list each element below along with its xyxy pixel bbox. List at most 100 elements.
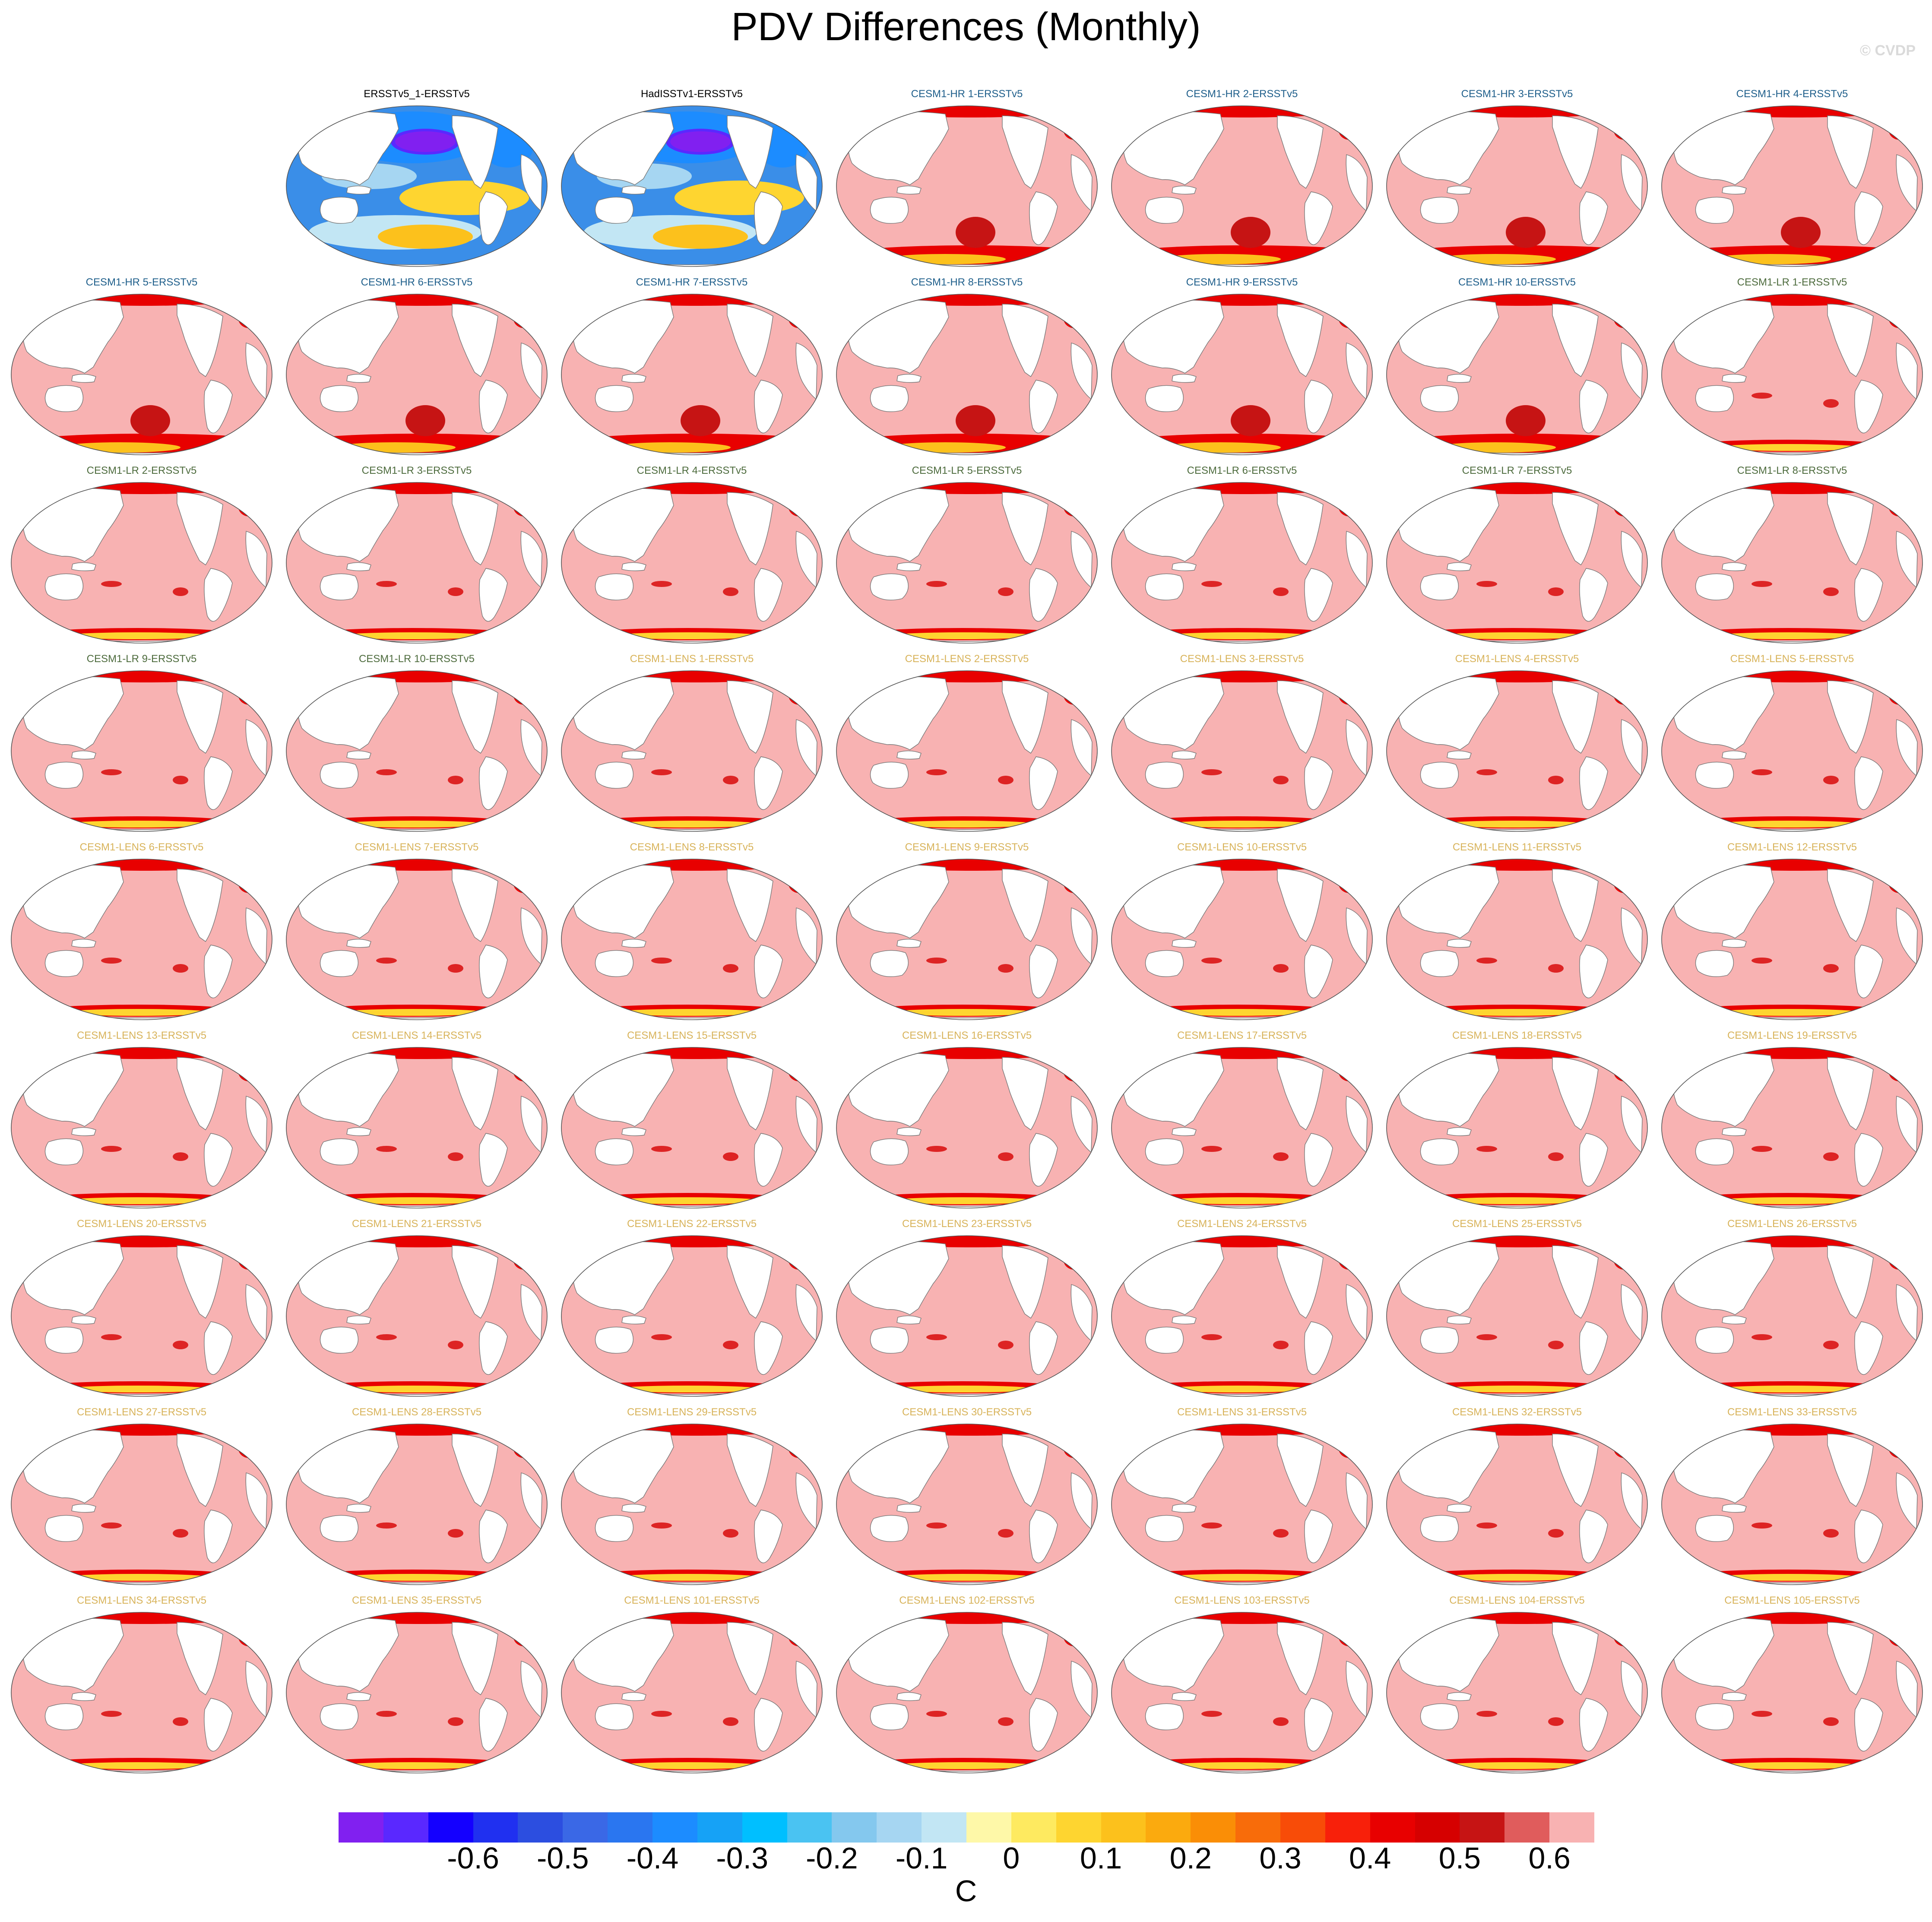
anomaly-region [614,1009,761,1016]
anomaly-region [173,964,188,973]
anomaly-region [1823,399,1839,408]
map-panel: CESM1-LENS 15-ERSSTv5 [558,1030,826,1211]
anomaly-region [1439,1197,1586,1204]
anomaly-region [101,1522,122,1529]
anomaly-region [794,1067,806,1077]
panel-title: CESM1-LENS 20-ERSSTv5 [76,1218,207,1230]
robinson-map [1661,294,1923,455]
anomaly-region [584,1424,808,1436]
anomaly-region [1548,1152,1564,1161]
robinson-map [1111,670,1373,832]
anomaly-region [173,1529,188,1538]
anomaly-region [1619,879,1631,889]
panel-title: CESM1-LR 8-ERSSTv5 [1737,465,1847,476]
landmass [870,1326,909,1354]
map-panel: CESM1-LENS 14-ERSSTv5 [283,1030,551,1211]
colorbar [339,1812,1595,1843]
landmass [754,1510,783,1564]
anomaly-region [339,1197,486,1204]
panel-title: CESM1-LR 2-ERSSTv5 [86,465,197,476]
ocean-field [1662,1047,1922,1208]
anomaly-region [1134,482,1359,494]
anomaly-region [101,581,122,587]
map-border [1111,1612,1373,1773]
anomaly-region [1069,1443,1081,1454]
colorbar-swatch [383,1812,429,1843]
anomaly-region [926,958,947,964]
landmass [1579,1698,1608,1752]
panel-title: CESM1-HR 9-ERSSTv5 [1186,276,1298,288]
colorbar-swatch [1101,1812,1146,1843]
map-border [1386,1424,1648,1585]
robinson-map [836,1424,1098,1585]
anomaly-region [173,587,188,596]
robinson-map [11,670,272,832]
landmass [346,939,371,948]
anomaly-region [376,958,397,964]
ocean-field [1387,671,1647,831]
anomaly-region [723,776,738,784]
landmass [870,573,909,601]
landmass [727,1434,773,1507]
landmass [1621,1472,1643,1530]
map-border [11,1235,272,1397]
map-border [561,1047,823,1208]
robinson-map [286,1047,548,1208]
anomaly-region [1684,106,1909,117]
landmass [795,1472,817,1530]
landmass [452,1057,498,1130]
anomaly-region [1273,964,1289,973]
ocean-field [286,1236,547,1396]
map-border [1386,1612,1648,1773]
anomaly-region [926,1522,947,1529]
landmass [1552,1622,1599,1695]
map-border [836,294,1098,455]
landmass [1896,154,1918,212]
robinson-map [1661,482,1923,644]
landmass [1579,945,1608,999]
anomaly-region [794,1443,806,1454]
panel-title: CESM1-HR 6-ERSSTv5 [361,276,473,288]
anomaly-region [448,587,463,596]
anomaly-region [1164,1197,1311,1204]
landmass [727,869,773,942]
anomaly-region [378,225,473,249]
map-border [1661,482,1923,644]
anomaly-region [1409,1424,1634,1436]
anomaly-region [1622,1635,1628,1640]
landmass [177,1057,223,1130]
landmass [320,573,359,601]
anomaly-region [522,882,528,887]
anomaly-region [1439,632,1586,639]
anomaly-region [1069,879,1081,889]
anomaly-region [405,405,445,436]
colorbar-tick-label: 0.3 [1259,1841,1302,1875]
landmass [177,304,223,377]
anomaly-region [244,1443,256,1454]
anomaly-region [889,821,1036,828]
map-panel: CESM1-LENS 19-ERSSTv5 [1658,1030,1926,1211]
panel-title: ERSSTv5_1-ERSSTv5 [364,88,470,100]
anomaly-region [448,1341,463,1349]
anomaly-region [889,632,1036,639]
anomaly-region [1160,254,1281,264]
landmass [1071,343,1093,400]
landmass [727,115,773,189]
landmass [795,1284,817,1342]
anomaly-region [238,874,261,893]
anomaly-region [1751,1334,1772,1340]
robinson-map [286,482,548,644]
landmass [245,1661,267,1718]
landmass [754,1698,783,1752]
robinson-map [836,482,1098,644]
anomaly-region [247,1447,253,1452]
anomaly-region [651,1146,672,1152]
landmass [1896,1096,1918,1153]
panel-title: CESM1-LENS 11-ERSSTv5 [1452,841,1582,853]
map-panel: CESM1-LENS 18-ERSSTv5 [1383,1030,1651,1211]
anomaly-region [1344,1632,1356,1642]
robinson-map [11,294,272,455]
landmass [896,939,922,948]
landmass [1002,869,1048,942]
anomaly-region [238,309,261,328]
